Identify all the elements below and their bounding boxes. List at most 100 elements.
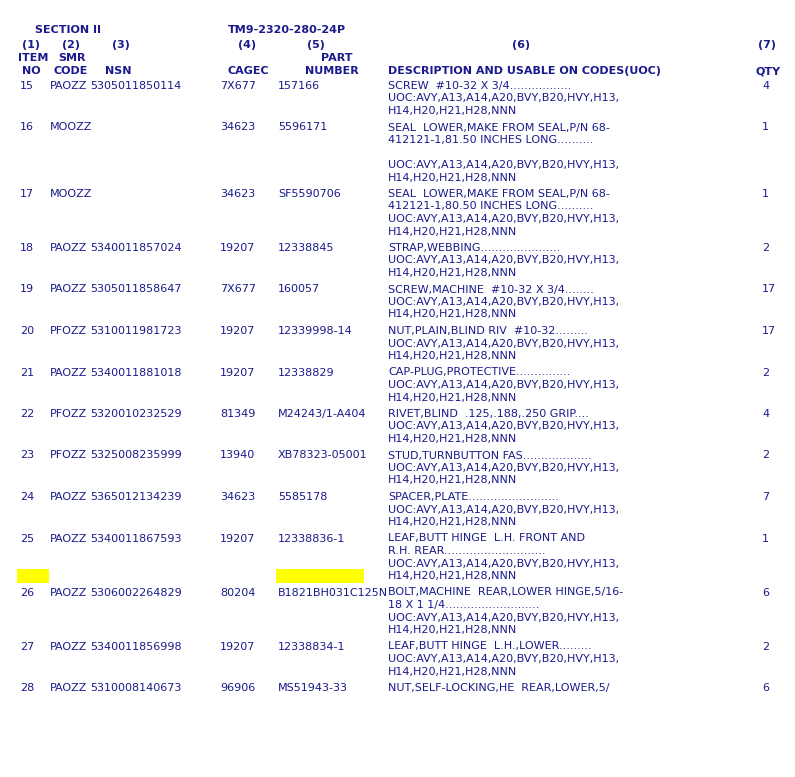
Text: 25: 25 <box>20 534 34 543</box>
Text: H14,H20,H21,H28,NNN: H14,H20,H21,H28,NNN <box>388 268 518 278</box>
Text: PFOZZ: PFOZZ <box>50 409 87 419</box>
Text: 160057: 160057 <box>278 284 320 294</box>
Text: 23: 23 <box>20 451 34 461</box>
Text: 26: 26 <box>20 587 34 598</box>
Text: NUT,SELF-LOCKING,HE  REAR,LOWER,5/: NUT,SELF-LOCKING,HE REAR,LOWER,5/ <box>388 683 610 693</box>
Text: 5585178: 5585178 <box>278 492 328 502</box>
Text: H14,H20,H21,H28,NNN: H14,H20,H21,H28,NNN <box>388 571 518 581</box>
Text: 5320010232529: 5320010232529 <box>90 409 181 419</box>
Text: STRAP,WEBBING......................: STRAP,WEBBING...................... <box>388 243 560 253</box>
Text: 12338836-1: 12338836-1 <box>278 534 345 543</box>
Text: PAOZZ: PAOZZ <box>50 587 87 598</box>
Text: (1): (1) <box>22 40 40 50</box>
Text: UOC:AVY,A13,A14,A20,BVY,B20,HVY,H13,: UOC:AVY,A13,A14,A20,BVY,B20,HVY,H13, <box>388 297 619 307</box>
Text: 22: 22 <box>20 409 34 419</box>
Text: SECTION II: SECTION II <box>35 25 101 35</box>
Text: UOC:AVY,A13,A14,A20,BVY,B20,HVY,H13,: UOC:AVY,A13,A14,A20,BVY,B20,HVY,H13, <box>388 160 619 170</box>
Text: DESCRIPTION AND USABLE ON CODES(UOC): DESCRIPTION AND USABLE ON CODES(UOC) <box>388 66 661 76</box>
Text: 1: 1 <box>762 534 769 543</box>
Text: 1: 1 <box>762 123 769 133</box>
Text: 12339998-14: 12339998-14 <box>278 326 353 336</box>
Text: PAOZZ: PAOZZ <box>50 683 87 693</box>
Text: 6: 6 <box>762 587 769 598</box>
Text: 5325008235999: 5325008235999 <box>90 451 182 461</box>
Text: 24: 24 <box>20 492 34 502</box>
Text: SEAL  LOWER,MAKE FROM SEAL,P/N 68-: SEAL LOWER,MAKE FROM SEAL,P/N 68- <box>388 123 610 133</box>
Text: (4): (4) <box>238 40 256 50</box>
Text: H14,H20,H21,H28,NNN: H14,H20,H21,H28,NNN <box>388 476 518 486</box>
Text: 12338834-1: 12338834-1 <box>278 642 346 651</box>
Text: 19: 19 <box>20 284 34 294</box>
Text: H14,H20,H21,H28,NNN: H14,H20,H21,H28,NNN <box>388 434 518 444</box>
Text: SCREW  #10-32 X 3/4.................: SCREW #10-32 X 3/4................. <box>388 81 572 91</box>
Text: 412121-1,81.50 INCHES LONG..........: 412121-1,81.50 INCHES LONG.......... <box>388 135 593 145</box>
Text: 5340011867593: 5340011867593 <box>90 534 181 543</box>
Text: H14,H20,H21,H28,NNN: H14,H20,H21,H28,NNN <box>388 172 518 183</box>
Text: PAOZZ: PAOZZ <box>50 534 87 543</box>
Text: H14,H20,H21,H28,NNN: H14,H20,H21,H28,NNN <box>388 667 518 677</box>
Text: 5305011858647: 5305011858647 <box>90 284 181 294</box>
Text: H14,H20,H21,H28,NNN: H14,H20,H21,H28,NNN <box>388 625 518 635</box>
Text: 13940: 13940 <box>220 451 255 461</box>
Text: 19207: 19207 <box>220 534 255 543</box>
Text: NUMBER: NUMBER <box>305 66 359 76</box>
Text: SEAL  LOWER,MAKE FROM SEAL,P/N 68-: SEAL LOWER,MAKE FROM SEAL,P/N 68- <box>388 189 610 199</box>
Text: 4: 4 <box>762 81 769 91</box>
Text: 80204: 80204 <box>220 587 255 598</box>
Text: SMR: SMR <box>58 53 86 63</box>
Text: H14,H20,H21,H28,NNN: H14,H20,H21,H28,NNN <box>388 106 518 116</box>
Text: 96906: 96906 <box>220 683 255 693</box>
Text: CAGEC: CAGEC <box>228 66 270 76</box>
Text: TM9-2320-280-24P: TM9-2320-280-24P <box>228 25 346 35</box>
Text: PAOZZ: PAOZZ <box>50 284 87 294</box>
Text: PFOZZ: PFOZZ <box>50 451 87 461</box>
Text: CODE: CODE <box>54 66 88 76</box>
Text: 7: 7 <box>762 492 769 502</box>
Text: 5340011856998: 5340011856998 <box>90 642 181 651</box>
Text: MS51943-33: MS51943-33 <box>278 683 348 693</box>
Text: 5305011850114: 5305011850114 <box>90 81 181 91</box>
Text: UOC:AVY,A13,A14,A20,BVY,B20,HVY,H13,: UOC:AVY,A13,A14,A20,BVY,B20,HVY,H13, <box>388 612 619 622</box>
Text: 17: 17 <box>762 326 776 336</box>
Text: (3): (3) <box>112 40 130 50</box>
Text: 5310008140673: 5310008140673 <box>90 683 181 693</box>
Text: 19207: 19207 <box>220 326 255 336</box>
Text: UOC:AVY,A13,A14,A20,BVY,B20,HVY,H13,: UOC:AVY,A13,A14,A20,BVY,B20,HVY,H13, <box>388 654 619 664</box>
Text: PAOZZ: PAOZZ <box>50 81 87 91</box>
Bar <box>276 569 364 583</box>
Text: 157166: 157166 <box>278 81 320 91</box>
Text: 18 X 1 1/4..........................: 18 X 1 1/4.......................... <box>388 600 539 610</box>
Text: H14,H20,H21,H28,NNN: H14,H20,H21,H28,NNN <box>388 227 518 236</box>
Text: 34623: 34623 <box>220 123 255 133</box>
Text: 412121-1,80.50 INCHES LONG..........: 412121-1,80.50 INCHES LONG.......... <box>388 201 593 211</box>
Text: 5596171: 5596171 <box>278 123 328 133</box>
Text: ITEM: ITEM <box>18 53 48 63</box>
Text: UOC:AVY,A13,A14,A20,BVY,B20,HVY,H13,: UOC:AVY,A13,A14,A20,BVY,B20,HVY,H13, <box>388 93 619 103</box>
Text: UOC:AVY,A13,A14,A20,BVY,B20,HVY,H13,: UOC:AVY,A13,A14,A20,BVY,B20,HVY,H13, <box>388 256 619 266</box>
Text: 12338829: 12338829 <box>278 368 335 378</box>
Text: H14,H20,H21,H28,NNN: H14,H20,H21,H28,NNN <box>388 351 518 361</box>
Text: 4: 4 <box>762 409 769 419</box>
Text: CAP-PLUG,PROTECTIVE...............: CAP-PLUG,PROTECTIVE............... <box>388 368 570 378</box>
Text: STUD,TURNBUTTON FAS...................: STUD,TURNBUTTON FAS................... <box>388 451 591 461</box>
Text: SF5590706: SF5590706 <box>278 189 341 199</box>
Text: B1821BH031C125N: B1821BH031C125N <box>278 587 388 598</box>
Text: SCREW,MACHINE  #10-32 X 3/4........: SCREW,MACHINE #10-32 X 3/4........ <box>388 284 594 294</box>
Text: 21: 21 <box>20 368 34 378</box>
Text: UOC:AVY,A13,A14,A20,BVY,B20,HVY,H13,: UOC:AVY,A13,A14,A20,BVY,B20,HVY,H13, <box>388 504 619 514</box>
Text: PFOZZ: PFOZZ <box>50 326 87 336</box>
Text: 5306002264829: 5306002264829 <box>90 587 182 598</box>
Text: NUT,PLAIN,BLIND RIV  #10-32.........: NUT,PLAIN,BLIND RIV #10-32......... <box>388 326 588 336</box>
Text: 20: 20 <box>20 326 34 336</box>
Text: RIVET,BLIND  .125,.188,.250 GRIP....: RIVET,BLIND .125,.188,.250 GRIP.... <box>388 409 589 419</box>
Text: H14,H20,H21,H28,NNN: H14,H20,H21,H28,NNN <box>388 517 518 527</box>
Text: 81349: 81349 <box>220 409 255 419</box>
Text: 17: 17 <box>20 189 34 199</box>
Text: LEAF,BUTT HINGE  L.H.,LOWER.........: LEAF,BUTT HINGE L.H.,LOWER......... <box>388 642 591 651</box>
Text: 28: 28 <box>20 683 34 693</box>
Text: M24243/1-A404: M24243/1-A404 <box>278 409 366 419</box>
Text: PAOZZ: PAOZZ <box>50 642 87 651</box>
Text: (6): (6) <box>512 40 530 50</box>
Text: BOLT,MACHINE  REAR,LOWER HINGE,5/16-: BOLT,MACHINE REAR,LOWER HINGE,5/16- <box>388 587 623 598</box>
Text: 6: 6 <box>762 683 769 693</box>
